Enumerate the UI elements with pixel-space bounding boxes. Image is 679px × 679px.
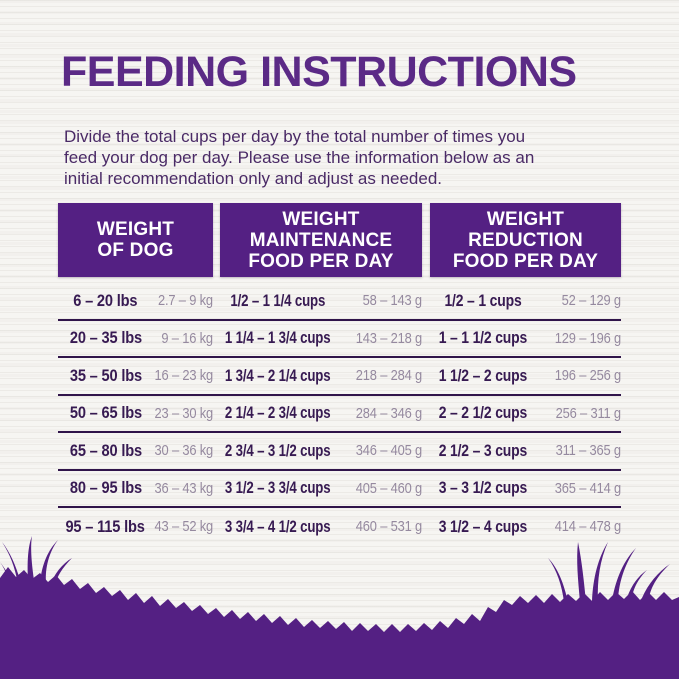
reduction-grams: 52 – 129 g [561, 292, 621, 310]
maintenance-cups: 3 3/4 – 4 1/2 cups [225, 516, 331, 536]
weight-lbs: 20 – 35 lbs [69, 328, 142, 348]
maintenance-grams: 284 – 346 g [355, 404, 422, 422]
table-row: 35 – 50 lbs 16 – 23 kg 1 3/4 – 2 1/4 cup… [58, 358, 621, 396]
maintenance-cups: 1 1/4 – 1 3/4 cups [225, 328, 331, 348]
reduction-cups: 1/2 – 1 cups [443, 290, 522, 310]
reduction-grams: 129 – 196 g [554, 329, 621, 347]
table-row: 50 – 65 lbs 23 – 30 kg 2 1/4 – 2 3/4 cup… [58, 396, 621, 433]
weight-kg: 43 – 52 kg [154, 518, 213, 536]
grass-silhouette [0, 536, 679, 679]
column-header-weight-reduction: WEIGHT REDUCTION FOOD PER DAY [430, 203, 621, 277]
table-row: 6 – 20 lbs 2.7 – 9 kg 1/2 – 1 1/4 cups 5… [58, 283, 621, 321]
maintenance-grams: 143 – 218 g [355, 329, 422, 347]
maintenance-cups: 1/2 – 1 1/4 cups [230, 290, 326, 310]
weight-lbs: 80 – 95 lbs [69, 478, 142, 498]
column-header-weight-of-dog: WEIGHT OF DOG [58, 203, 213, 277]
weight-kg: 36 – 43 kg [154, 479, 213, 497]
weight-lbs: 95 – 115 lbs [65, 516, 146, 536]
reduction-cups: 1 1/2 – 2 cups [438, 365, 527, 385]
table-header: WEIGHT OF DOG WEIGHT MAINTENANCE FOOD PE… [58, 203, 621, 277]
column-header-weight-maintenance: WEIGHT MAINTENANCE FOOD PER DAY [220, 203, 422, 277]
table-row: 20 – 35 lbs 9 – 16 kg 1 1/4 – 1 3/4 cups… [58, 321, 621, 358]
maintenance-grams: 346 – 405 g [355, 442, 422, 460]
intro-text: Divide the total cups per day by the tot… [64, 126, 534, 189]
weight-lbs: 50 – 65 lbs [69, 403, 142, 423]
maintenance-cups: 1 3/4 – 2 1/4 cups [225, 365, 331, 385]
page-title: FEEDING INSTRUCTIONS [61, 48, 577, 96]
reduction-grams: 311 – 365 g [555, 442, 621, 460]
table-row: 80 – 95 lbs 36 – 43 kg 3 1/2 – 3 3/4 cup… [58, 471, 621, 508]
maintenance-cups: 3 1/2 – 3 3/4 cups [225, 478, 331, 498]
maintenance-grams: 460 – 531 g [355, 518, 422, 536]
weight-kg: 16 – 23 kg [154, 367, 213, 385]
reduction-cups: 3 1/2 – 4 cups [438, 516, 527, 536]
reduction-grams: 414 – 478 g [554, 518, 621, 536]
intro-line-3: initial recommendation only and adjust a… [64, 169, 443, 188]
maintenance-grams: 58 – 143 g [362, 292, 422, 310]
reduction-cups: 2 – 2 1/2 cups [438, 403, 527, 423]
reduction-cups: 1 – 1 1/2 cups [438, 328, 527, 348]
reduction-grams: 365 – 414 g [554, 479, 621, 497]
weight-lbs: 35 – 50 lbs [69, 365, 142, 385]
intro-line-1: Divide the total cups per day by the tot… [64, 127, 526, 146]
maintenance-cups: 2 1/4 – 2 3/4 cups [225, 403, 331, 423]
weight-kg: 23 – 30 kg [154, 404, 213, 422]
weight-lbs: 65 – 80 lbs [69, 440, 142, 460]
weight-kg: 30 – 36 kg [154, 442, 213, 460]
reduction-cups: 2 1/2 – 3 cups [438, 440, 527, 460]
reduction-cups: 3 – 3 1/2 cups [438, 478, 527, 498]
intro-line-2: feed your dog per day. Please use the in… [64, 148, 535, 167]
maintenance-cups: 2 3/4 – 3 1/2 cups [225, 440, 331, 460]
weight-lbs: 6 – 20 lbs [73, 290, 138, 310]
weight-kg: 2.7 – 9 kg [158, 292, 213, 310]
table-row: 65 – 80 lbs 30 – 36 kg 2 3/4 – 3 1/2 cup… [58, 433, 621, 471]
reduction-grams: 196 – 256 g [554, 367, 621, 385]
table-row: 95 – 115 lbs 43 – 52 kg 3 3/4 – 4 1/2 cu… [58, 508, 621, 546]
maintenance-grams: 218 – 284 g [355, 367, 422, 385]
weight-kg: 9 – 16 kg [161, 329, 213, 347]
maintenance-grams: 405 – 460 g [355, 479, 422, 497]
feeding-table: WEIGHT OF DOG WEIGHT MAINTENANCE FOOD PE… [58, 203, 621, 546]
reduction-grams: 256 – 311 g [555, 404, 621, 422]
